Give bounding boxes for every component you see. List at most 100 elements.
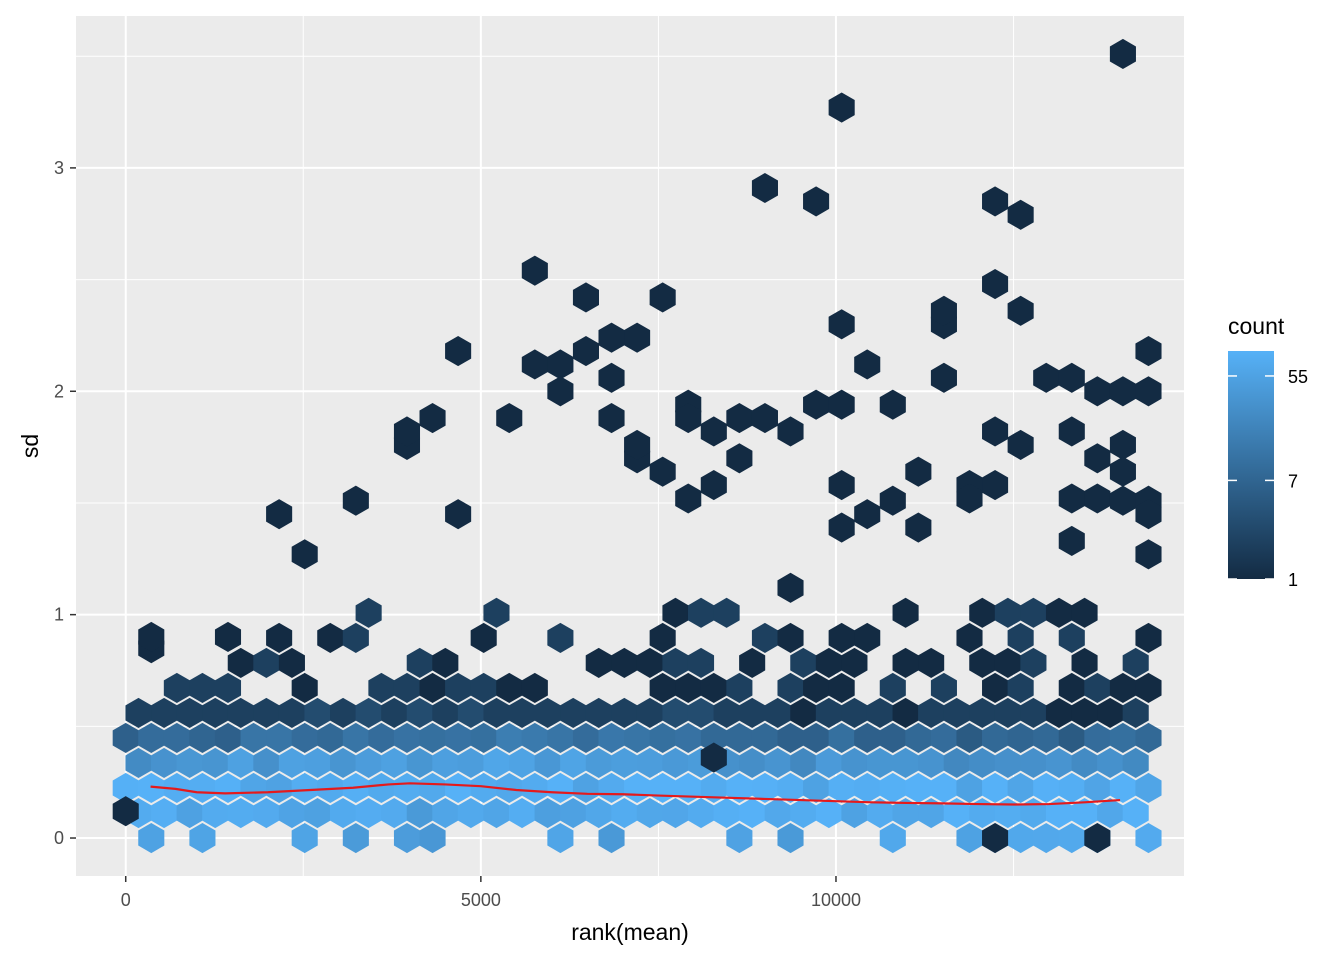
hex-bin <box>214 722 242 754</box>
hex-bin <box>227 647 254 678</box>
hex-bin <box>1109 722 1136 754</box>
hex-bin <box>726 672 753 703</box>
hex-bin <box>1122 797 1149 829</box>
hex-bin <box>585 697 612 728</box>
hex-bin-outlier <box>1084 483 1111 514</box>
y-axis-ticks: 0 1 2 3 <box>54 158 76 848</box>
hex-bin-outlier <box>1084 376 1111 407</box>
hex-bin-outlier <box>930 295 957 326</box>
hex-bin <box>1097 697 1124 728</box>
hex-bin <box>227 797 254 829</box>
legend-title: count <box>1228 313 1285 339</box>
hex-bin <box>892 647 919 678</box>
hex-bin <box>163 672 190 703</box>
hex-bin <box>419 672 446 703</box>
hex-bin <box>828 622 855 653</box>
hex-bin <box>509 797 536 829</box>
hex-bin <box>406 797 433 829</box>
hex-bin <box>687 697 715 728</box>
hex-bin <box>1071 597 1098 628</box>
hex-bin <box>253 697 280 728</box>
hex-bin <box>1045 797 1073 829</box>
hex-bin-outlier <box>828 512 855 543</box>
hex-bin-outlier <box>854 499 881 530</box>
hex-bin-outlier <box>828 92 855 123</box>
hex-bin <box>866 797 894 829</box>
hex-bin-outlier <box>624 322 651 353</box>
hex-bin <box>457 747 484 779</box>
hex-bin-outlier <box>1109 456 1136 487</box>
hex-bin <box>918 747 945 779</box>
hex-bin <box>905 772 932 804</box>
hex-bin <box>317 622 344 653</box>
x-tick-label: 0 <box>121 890 131 910</box>
hex-bin-outlier <box>803 186 830 217</box>
hex-bin <box>700 672 727 703</box>
hex-bin <box>675 722 702 754</box>
hex-bin <box>713 597 740 628</box>
hex-bin <box>1058 822 1085 854</box>
x-axis-ticks: 0 5000 10000 <box>121 876 861 910</box>
hex-bin <box>547 722 574 754</box>
hex-bin-outlier <box>1084 443 1111 474</box>
hex-bin <box>457 697 484 728</box>
hex-bin-outlier <box>1058 525 1085 556</box>
hex-bin <box>406 647 433 678</box>
hex-bin <box>214 772 242 804</box>
hex-bin <box>879 672 906 703</box>
hex-bin <box>905 722 932 754</box>
hex-bin <box>803 722 830 754</box>
hex-bin <box>483 597 510 628</box>
hex-bin <box>662 697 689 728</box>
hex-bin <box>330 747 357 779</box>
hex-bin <box>368 772 395 804</box>
hex-bin <box>662 647 689 678</box>
hex-bin <box>764 797 791 829</box>
hex-bin-outlier <box>649 282 676 313</box>
hex-bin-outlier <box>1109 38 1136 70</box>
hex-bin-outlier <box>445 336 472 367</box>
hex-bin <box>739 797 766 829</box>
hex-bin <box>1071 647 1098 678</box>
hex-bin-outlier <box>598 322 625 353</box>
hex-bin-outlier <box>1135 539 1162 570</box>
hex-bin-outlier <box>803 389 830 420</box>
hex-bin <box>866 697 894 728</box>
hex-bin <box>636 647 663 678</box>
hex-bin-outlier <box>828 470 855 501</box>
hex-bin <box>1020 647 1047 678</box>
hex-bin <box>112 772 139 804</box>
hex-bin-outlier <box>905 512 932 543</box>
hex-bin-outlier <box>521 255 548 286</box>
hex-bin <box>585 747 612 779</box>
hex-bin <box>598 772 625 804</box>
hex-bin <box>790 747 817 779</box>
hex-bin <box>176 697 203 728</box>
hex-bin <box>854 722 881 754</box>
hex-bin-outlier <box>547 376 574 407</box>
hex-bin <box>1020 797 1047 829</box>
hex-bin <box>777 722 804 754</box>
hex-bin <box>879 822 906 854</box>
hex-bin <box>790 797 817 829</box>
hex-bin <box>1020 697 1047 728</box>
hex-bin <box>1084 722 1111 754</box>
hex-bin-outlier <box>751 172 778 204</box>
hex-bin <box>368 722 395 754</box>
hex-bin <box>381 797 408 829</box>
hex-bin <box>982 772 1009 804</box>
hex-bin <box>956 772 983 804</box>
hex-bin <box>994 747 1021 779</box>
hex-bin <box>969 797 996 829</box>
hex-bin <box>815 647 842 678</box>
hex-bin <box>1097 797 1124 829</box>
hex-bin <box>828 772 855 804</box>
hex-bin-outlier <box>624 429 651 460</box>
hex-bin <box>982 722 1009 754</box>
hex-bin <box>994 697 1021 728</box>
hex-bin-outlier <box>1007 295 1034 326</box>
hex-bin <box>572 722 599 754</box>
hex-bin <box>1007 722 1034 754</box>
hex-bin <box>483 697 510 728</box>
hex-bin <box>764 747 791 779</box>
